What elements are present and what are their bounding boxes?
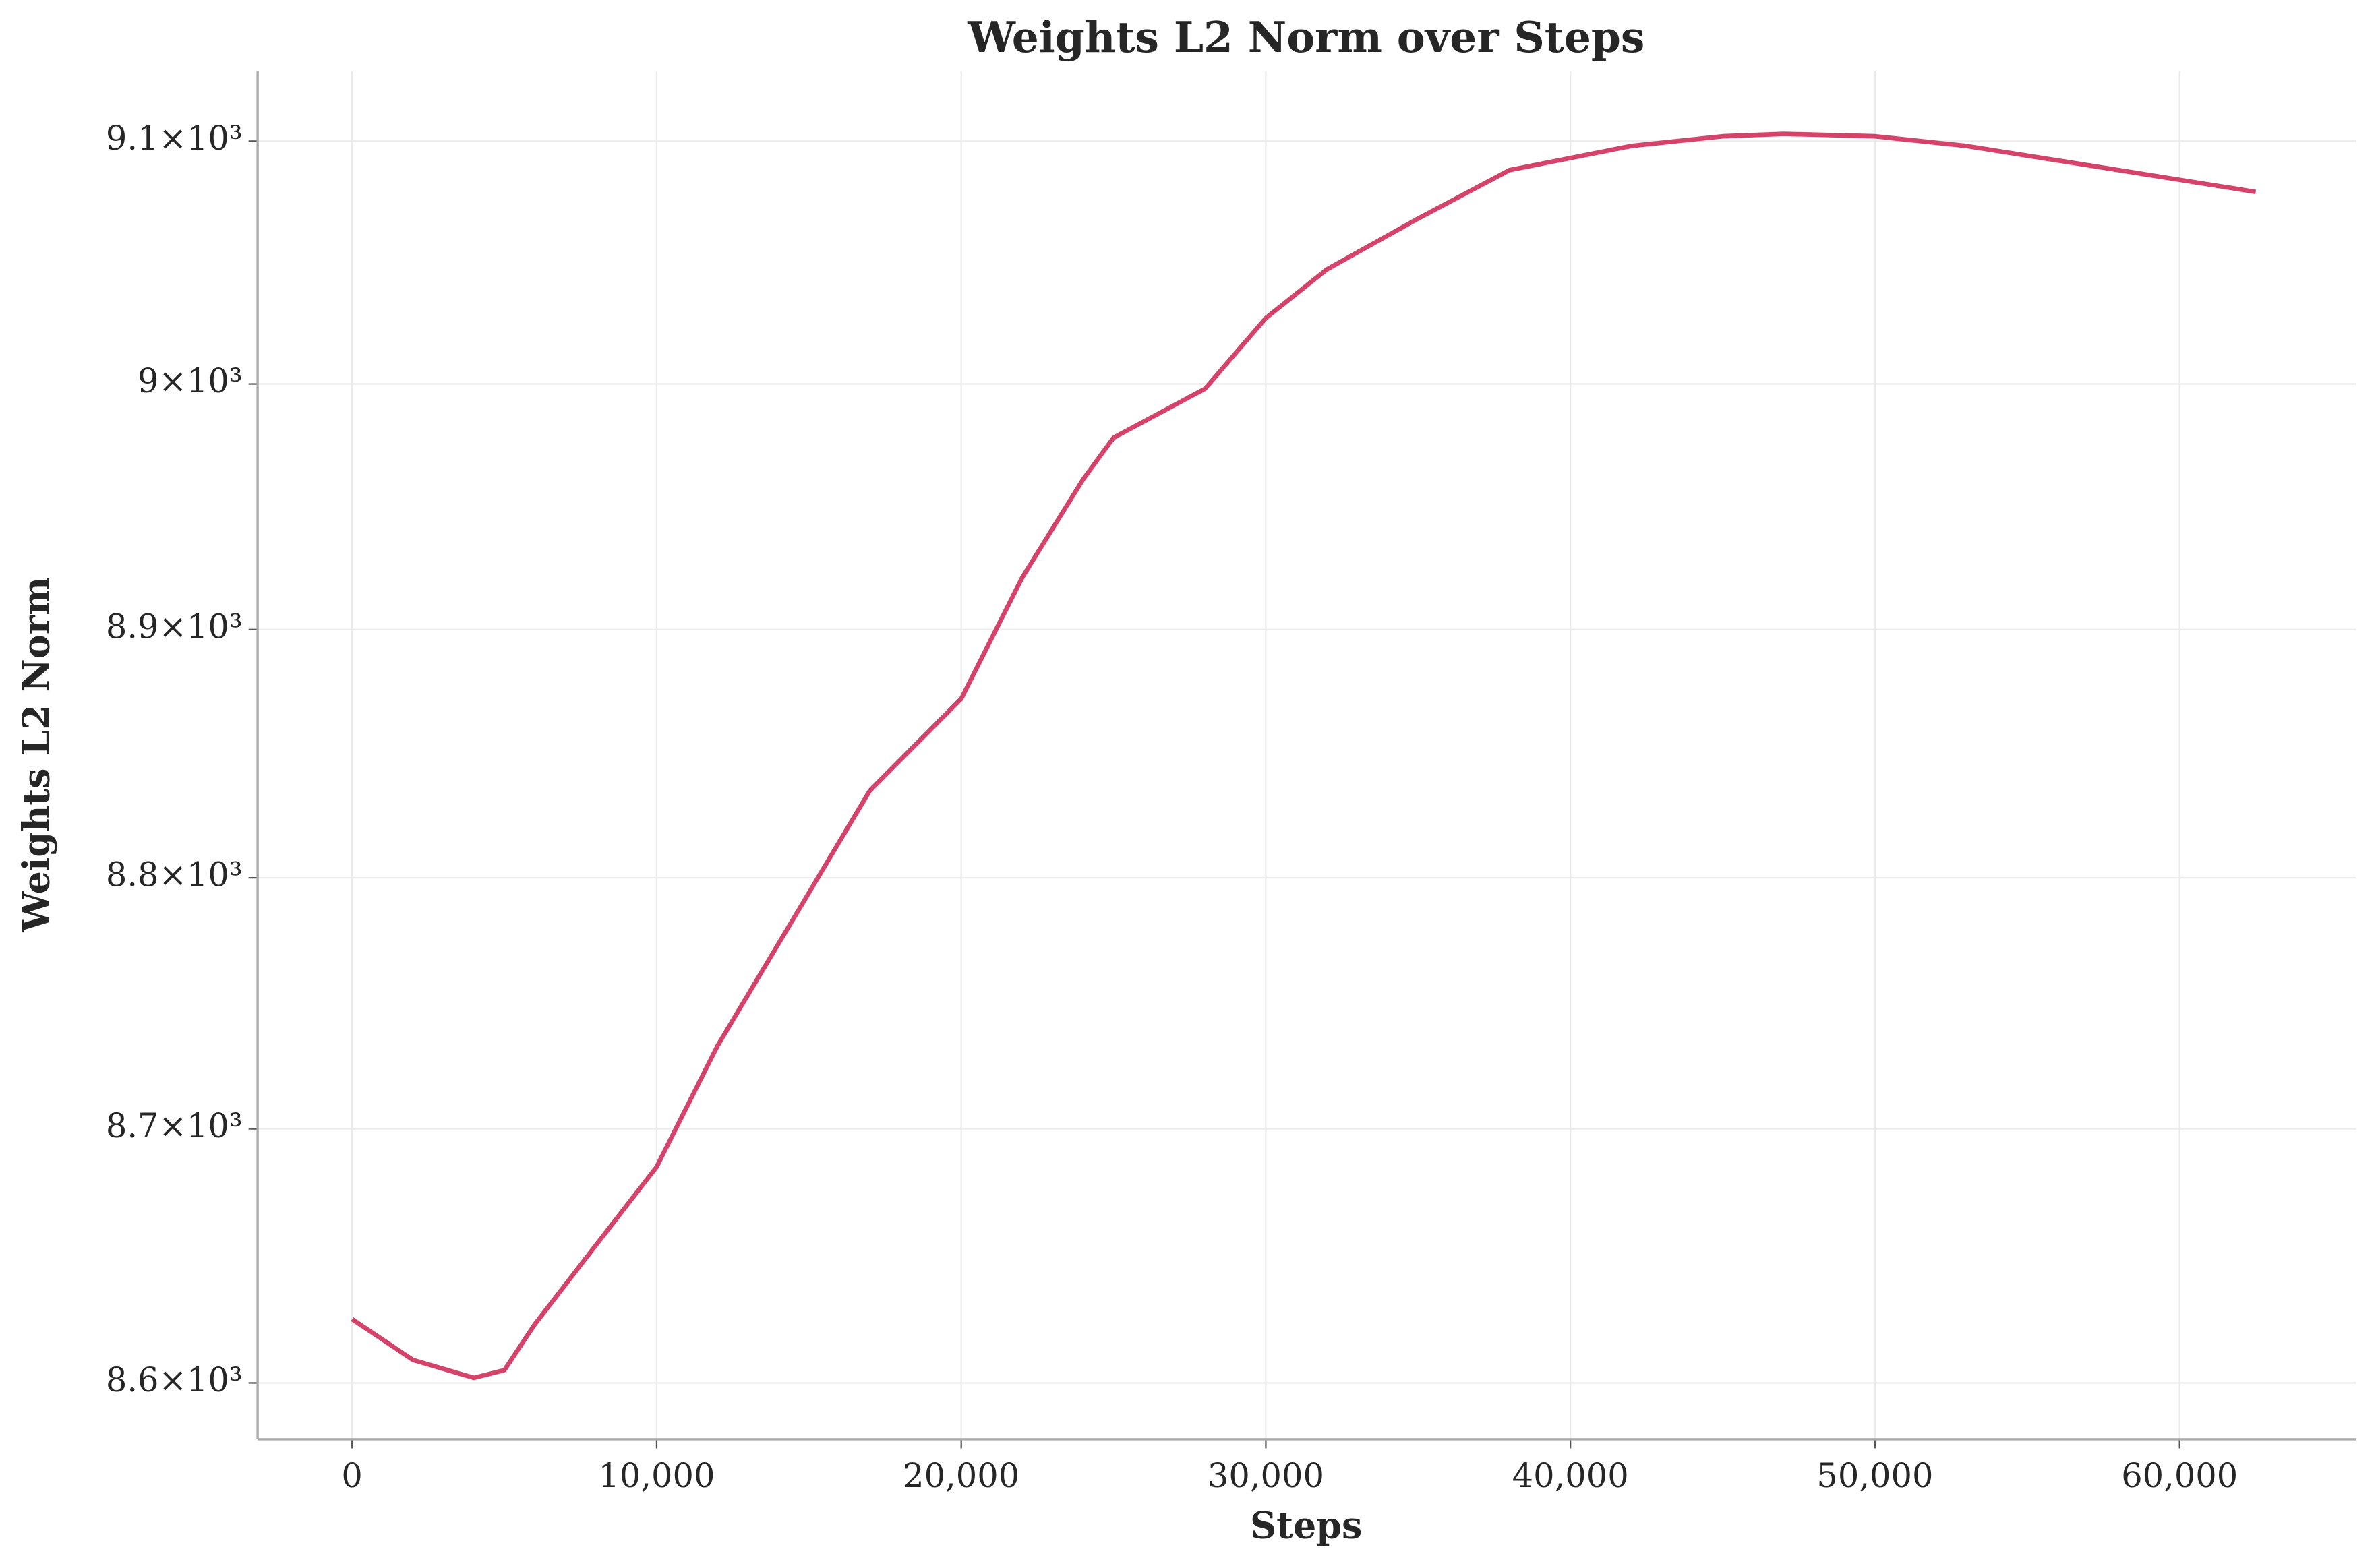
y-tick-label: 8.7×10³: [106, 1106, 243, 1145]
x-tick-label: 50,000: [1816, 1456, 1933, 1495]
chart-title: Weights L2 Norm over Steps: [967, 12, 1644, 62]
y-tick-label: 8.8×10³: [106, 855, 243, 895]
x-tick-label: 20,000: [903, 1456, 1019, 1495]
x-tick-label: 30,000: [1208, 1456, 1324, 1495]
y-tick-label: 8.6×10³: [106, 1360, 243, 1399]
x-tick-label: 40,000: [1512, 1456, 1629, 1495]
y-tick-label: 9.1×10³: [106, 119, 243, 158]
y-tick-label: 8.9×10³: [106, 607, 243, 646]
x-tick-label: 0: [341, 1456, 362, 1495]
y-tick-label: 9×10³: [138, 361, 243, 400]
data-line: [351, 131, 2257, 1381]
y-axis-label: Weights L2 Norm: [15, 577, 58, 933]
x-tick-label: 10,000: [598, 1456, 715, 1495]
x-tick-label: 60,000: [2121, 1456, 2238, 1495]
x-axis-label: Steps: [1250, 1504, 1362, 1547]
